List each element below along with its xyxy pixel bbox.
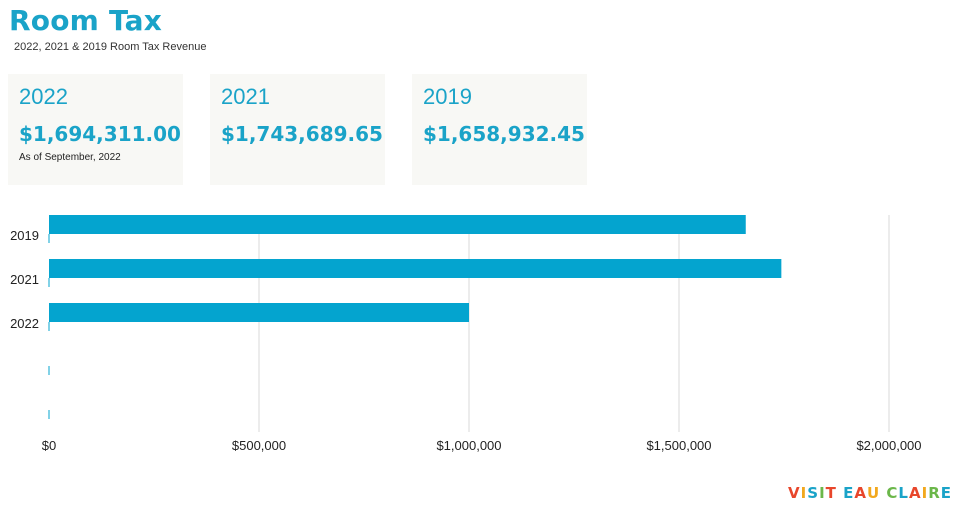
x-tick-label: $1,500,000 [646, 438, 711, 453]
room-tax-bar-chart: 2019 2021 2022 $0 $500,000 $1,000,000 $1,500,0… [10, 215, 922, 453]
x-tick-label: $2,000,000 [856, 438, 921, 453]
bar [49, 303, 469, 322]
bar [49, 215, 746, 234]
logo-letter: R [928, 484, 941, 502]
card-note: As of September, 2022 [19, 152, 121, 163]
card-value: $1,658,932.45 [423, 122, 585, 146]
category-label: 2021 [10, 272, 39, 287]
card-2022: 2022 $1,694,311.00 As of September, 2022 [8, 74, 183, 185]
logo-letter: A [908, 484, 922, 502]
logo-letter: E [940, 484, 952, 502]
logo-letter: L [898, 484, 909, 502]
card-year: 2021 [221, 84, 270, 109]
bar [49, 259, 782, 278]
logo-letter: I [800, 484, 808, 502]
category-label: 2022 [10, 316, 39, 331]
card-year: 2019 [423, 84, 472, 109]
card-2019: 2019 $1,658,932.45 [412, 74, 587, 185]
logo-letter: T [825, 484, 837, 502]
page-title: Room Tax [9, 4, 163, 37]
x-tick-label: $0 [42, 438, 56, 453]
logo-letter: I [819, 484, 826, 502]
logo-letter: V [788, 484, 801, 502]
card-2021: 2021 $1,743,689.65 [210, 74, 385, 185]
logo-letter: E [843, 484, 855, 502]
logo-letter: A [854, 484, 867, 502]
x-tick-label: $1,000,000 [436, 438, 501, 453]
logo-letter: S [807, 484, 820, 502]
x-tick-label: $500,000 [232, 438, 286, 453]
category-label: 2019 [10, 228, 39, 243]
card-value: $1,694,311.00 [19, 122, 181, 146]
card-value: $1,743,689.65 [221, 122, 383, 146]
logo-letter: U [866, 484, 881, 502]
logo-letter: I [921, 484, 929, 502]
page-subtitle: 2022, 2021 & 2019 Room Tax Revenue [14, 41, 207, 53]
logo-letter: C [886, 484, 899, 502]
card-year: 2022 [19, 84, 68, 109]
